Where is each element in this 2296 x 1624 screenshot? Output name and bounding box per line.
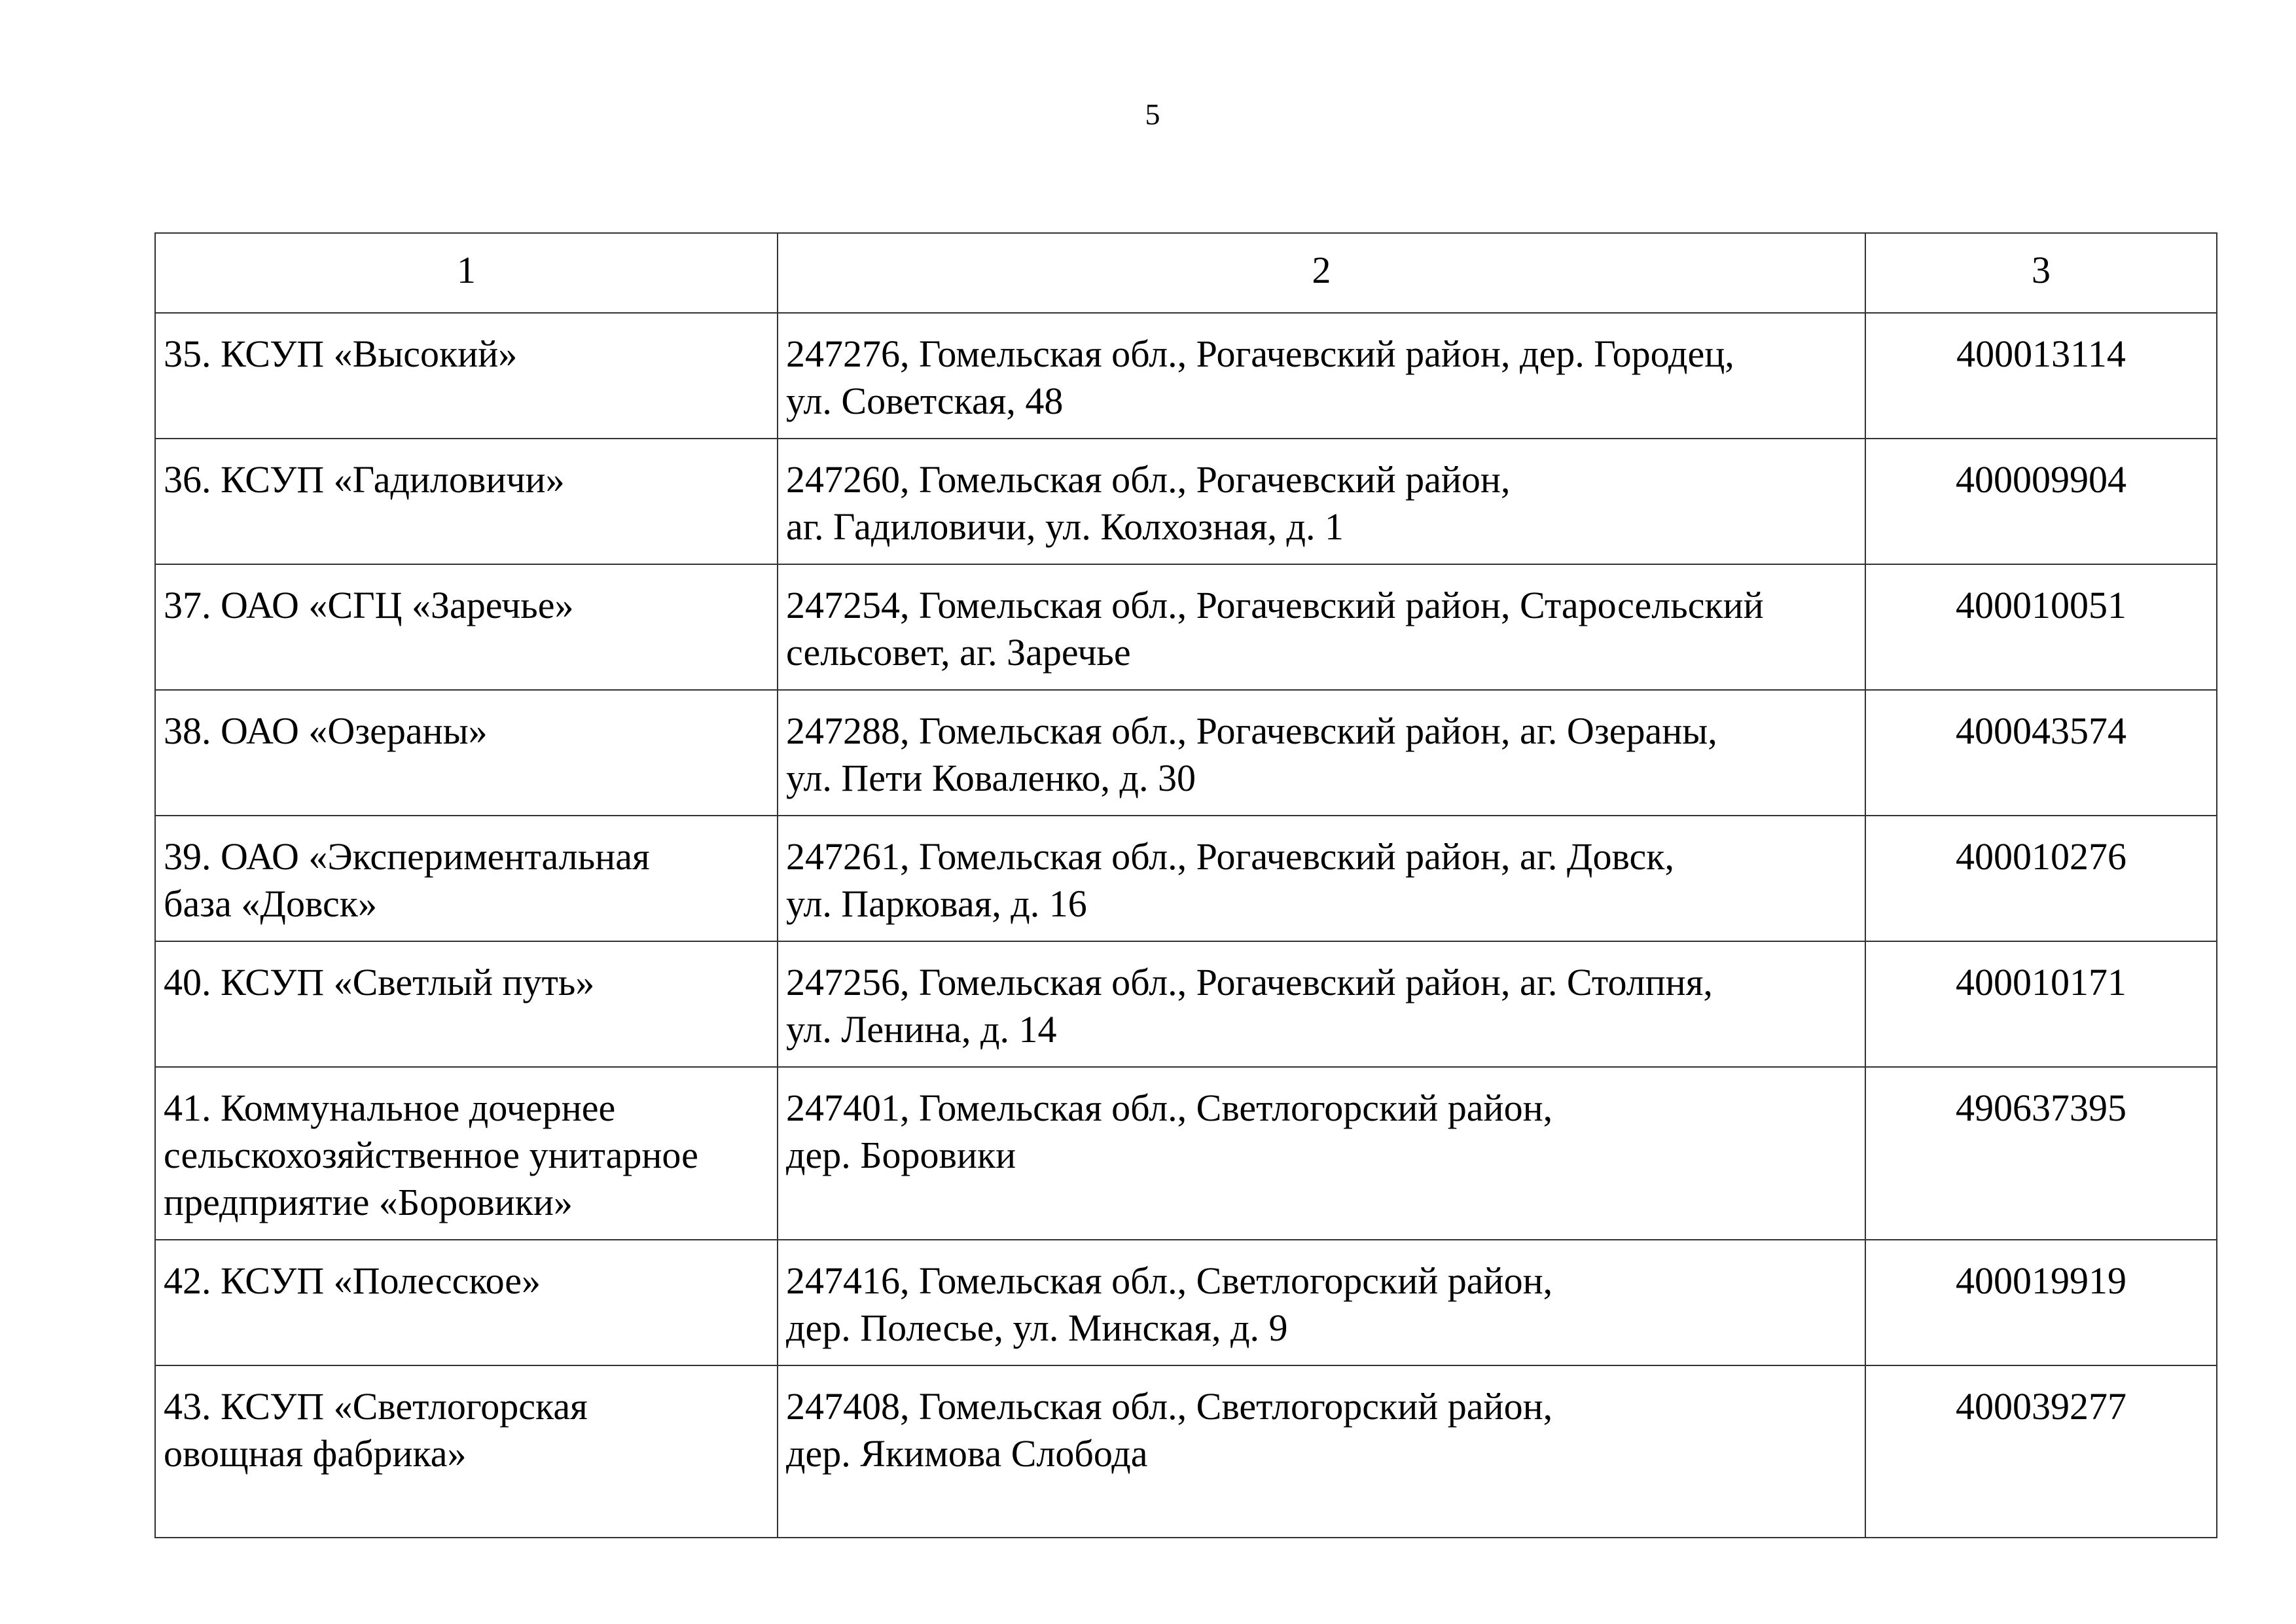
header-cell: 3 <box>1865 232 2217 314</box>
table-header-row: 1 2 3 <box>154 232 2217 314</box>
address-cell-line: 247416, Гомельская обл., Светлогорский р… <box>786 1259 1553 1302</box>
address-cell-line: ул. Пети Коваленко, д. 30 <box>786 757 1196 799</box>
address-cell-line: дер. Полесье, ул. Минская, д. 9 <box>786 1307 1288 1349</box>
organization-name-cell: 41. Коммунальное дочернее сельскохозяйств… <box>154 1066 778 1240</box>
header-cell: 2 <box>777 232 1866 314</box>
address-cell-line: аг. Гадиловичи, ул. Колхозная, д. 1 <box>786 505 1344 548</box>
page-number: 5 <box>1145 98 1160 131</box>
organization-name-cell-line: база «Довск» <box>164 882 377 925</box>
organization-name-cell-line: 41. Коммунальное дочернее <box>164 1087 616 1129</box>
organization-name-cell-line: 38. ОАО «Озераны» <box>164 710 488 752</box>
organization-name-cell-line: 37. ОАО «СГЦ «Заречье» <box>164 584 574 626</box>
address-cell: 247408, Гомельская обл., Светлогорский р… <box>777 1365 1866 1538</box>
organization-name-cell-line: 39. ОАО «Экспериментальная <box>164 835 650 878</box>
organization-name-cell: 43. КСУП «Светлогорская овощная фабрика» <box>154 1365 778 1538</box>
code-cell: 400010051 <box>1865 564 2217 691</box>
table-row: 36. КСУП «Гадиловичи» 247260, Гомельская … <box>154 438 2217 565</box>
organization-name-cell-line: 40. КСУП «Светлый путь» <box>164 961 595 1003</box>
code-cell: 400010171 <box>1865 941 2217 1068</box>
organization-name-cell-line: 43. КСУП «Светлогорская <box>164 1385 588 1428</box>
code-cell: 400043574 <box>1865 689 2217 816</box>
address-cell-line: 247261, Гомельская обл., Рогачевский рай… <box>786 835 1674 878</box>
organization-name-cell-line: овощная фабрика» <box>164 1432 467 1475</box>
code-cell: 400019919 <box>1865 1239 2217 1366</box>
address-cell-line: 247288, Гомельская обл., Рогачевский рай… <box>786 710 1717 752</box>
address-cell: 247261, Гомельская обл., Рогачевский рай… <box>777 815 1866 942</box>
address-cell-line: ул. Ленина, д. 14 <box>786 1008 1057 1051</box>
table-row: 35. КСУП «Высокий» 247276, Гомельская обл… <box>154 312 2217 439</box>
organization-name-cell-line: сельскохозяйственное унитарное <box>164 1134 698 1176</box>
address-cell-line: 247401, Гомельская обл., Светлогорский р… <box>786 1087 1553 1129</box>
address-cell-line: 247408, Гомельская обл., Светлогорский р… <box>786 1385 1553 1428</box>
table-row: 37. ОАО «СГЦ «Заречье» 247254, Гомельская… <box>154 564 2217 691</box>
organization-name-cell: 38. ОАО «Озераны» <box>154 689 778 816</box>
address-cell-line: 247256, Гомельская обл., Рогачевский рай… <box>786 961 1713 1003</box>
address-cell-line: 247276, Гомельская обл., Рогачевский рай… <box>786 333 1734 375</box>
table-row: 41. Коммунальное дочернее сельскохозяйств… <box>154 1066 2217 1240</box>
organizations-table: 1 2 3 35. КСУП «Высокий» 247276, Гомельск… <box>154 232 2217 1538</box>
organization-name-cell: 40. КСУП «Светлый путь» <box>154 941 778 1068</box>
table-row: 40. КСУП «Светлый путь» 247256, Гомельска… <box>154 941 2217 1068</box>
organization-name-cell-line: 42. КСУП «Полесское» <box>164 1259 541 1302</box>
table-row: 39. ОАО «Экспериментальная база «Довск» 24… <box>154 815 2217 942</box>
organization-name-cell: 35. КСУП «Высокий» <box>154 312 778 439</box>
address-cell-line: 247254, Гомельская обл., Рогачевский рай… <box>786 584 1764 626</box>
address-cell-line: дер. Якимова Слобода <box>786 1432 1148 1475</box>
organization-name-cell-line: 36. КСУП «Гадиловичи» <box>164 458 565 501</box>
address-cell: 247401, Гомельская обл., Светлогорский р… <box>777 1066 1866 1240</box>
address-cell: 247416, Гомельская обл., Светлогорский р… <box>777 1239 1866 1366</box>
organization-name-cell-line: предприятие «Боровики» <box>164 1181 573 1223</box>
table-row: 42. КСУП «Полесское» 247416, Гомельская о… <box>154 1239 2217 1366</box>
address-cell: 247276, Гомельская обл., Рогачевский рай… <box>777 312 1866 439</box>
organization-name-cell: 37. ОАО «СГЦ «Заречье» <box>154 564 778 691</box>
code-cell: 400013114 <box>1865 312 2217 439</box>
table-row: 43. КСУП «Светлогорская овощная фабрика» 2… <box>154 1365 2217 1538</box>
address-cell-line: сельсовет, аг. Заречье <box>786 631 1131 674</box>
code-cell: 400010276 <box>1865 815 2217 942</box>
organization-name-cell: 39. ОАО «Экспериментальная база «Довск» <box>154 815 778 942</box>
code-cell: 490637395 <box>1865 1066 2217 1240</box>
address-cell-line: ул. Советская, 48 <box>786 380 1064 422</box>
address-cell: 247260, Гомельская обл., Рогачевский рай… <box>777 438 1866 565</box>
organization-name-cell-line: 35. КСУП «Высокий» <box>164 333 518 375</box>
organization-name-cell: 42. КСУП «Полесское» <box>154 1239 778 1366</box>
address-cell-line: дер. Боровики <box>786 1134 1016 1176</box>
organization-name-cell: 36. КСУП «Гадиловичи» <box>154 438 778 565</box>
address-cell-line: ул. Парковая, д. 16 <box>786 882 1087 925</box>
table-row: 38. ОАО «Озераны» 247288, Гомельская обл.… <box>154 689 2217 816</box>
address-cell: 247254, Гомельская обл., Рогачевский рай… <box>777 564 1866 691</box>
address-cell: 247288, Гомельская обл., Рогачевский рай… <box>777 689 1866 816</box>
address-cell-line: 247260, Гомельская обл., Рогачевский рай… <box>786 458 1511 501</box>
code-cell: 400009904 <box>1865 438 2217 565</box>
address-cell: 247256, Гомельская обл., Рогачевский рай… <box>777 941 1866 1068</box>
code-cell: 400039277 <box>1865 1365 2217 1538</box>
header-cell: 1 <box>154 232 778 314</box>
